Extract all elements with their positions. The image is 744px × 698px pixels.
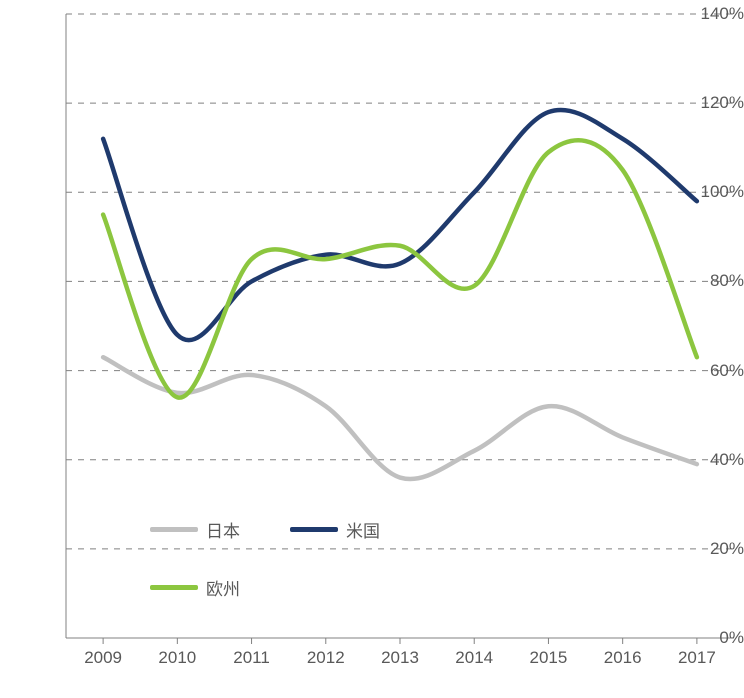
x-tick-label: 2012 <box>307 648 345 668</box>
legend-line-icon <box>150 585 198 590</box>
x-tick-label: 2015 <box>530 648 568 668</box>
y-tick-label: 100% <box>688 182 744 202</box>
x-tick-label: 2016 <box>604 648 642 668</box>
legend-item-japan: 日本 <box>150 517 240 542</box>
series-europe <box>103 140 697 397</box>
x-tick-label: 2010 <box>158 648 196 668</box>
x-tick-label: 2009 <box>84 648 122 668</box>
y-tick-label: 0% <box>688 628 744 648</box>
line-chart: 0% 20% 40% 60% 80% 100% 120% 140% 2009 2010 2011 2… <box>0 0 744 698</box>
x-tick-label: 2013 <box>381 648 419 668</box>
legend-item-us: 米国 <box>290 517 380 542</box>
x-tick-label: 2014 <box>455 648 493 668</box>
y-tick-label: 140% <box>688 4 744 24</box>
x-tick-label: 2017 <box>678 648 716 668</box>
legend-item-europe: 欧州 <box>150 575 240 600</box>
legend-label: 米国 <box>346 517 380 542</box>
series-us <box>103 110 697 340</box>
y-tick-label: 60% <box>688 361 744 381</box>
legend-line-icon <box>150 527 198 532</box>
y-tick-label: 40% <box>688 450 744 470</box>
legend-label: 欧州 <box>206 575 240 600</box>
y-tick-label: 20% <box>688 539 744 559</box>
legend-line-icon <box>290 527 338 532</box>
y-tick-label: 80% <box>688 271 744 291</box>
y-tick-label: 120% <box>688 93 744 113</box>
legend-label: 日本 <box>206 517 240 542</box>
x-tick-label: 2011 <box>233 648 270 668</box>
chart-plot-svg <box>0 0 744 698</box>
series-japan <box>103 357 697 479</box>
